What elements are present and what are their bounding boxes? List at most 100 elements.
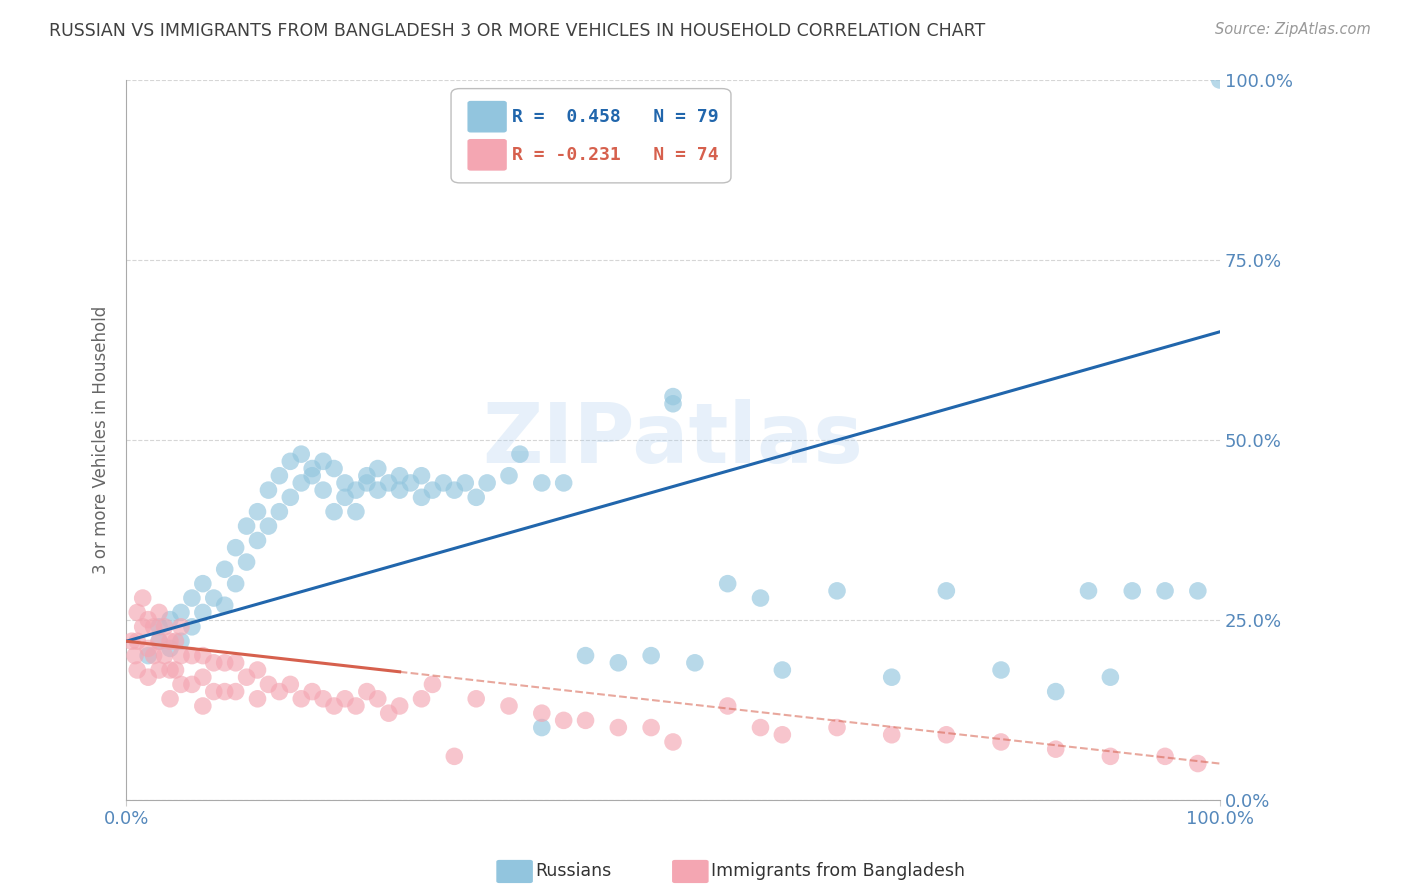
Point — [749, 591, 772, 605]
Point — [640, 721, 662, 735]
Point — [662, 390, 685, 404]
Point — [301, 461, 323, 475]
Point — [312, 483, 335, 497]
Point — [498, 698, 520, 713]
Point — [1045, 684, 1067, 698]
Point — [225, 576, 247, 591]
Point — [148, 620, 170, 634]
FancyBboxPatch shape — [467, 101, 506, 133]
Point — [159, 663, 181, 677]
Point — [607, 656, 630, 670]
Point — [269, 505, 291, 519]
Point — [388, 698, 411, 713]
Text: Russians: Russians — [536, 863, 612, 880]
Point — [148, 634, 170, 648]
Point — [770, 728, 793, 742]
Point — [683, 656, 706, 670]
Point — [142, 620, 165, 634]
Point — [180, 677, 202, 691]
Point — [333, 475, 356, 490]
Point — [235, 555, 257, 569]
Point — [278, 491, 301, 505]
Point — [214, 562, 236, 576]
Point — [880, 728, 903, 742]
Point — [153, 620, 176, 634]
Point — [290, 475, 312, 490]
Point — [553, 475, 575, 490]
Point — [191, 606, 214, 620]
Point — [749, 721, 772, 735]
Point — [475, 475, 498, 490]
Point — [202, 684, 225, 698]
Point — [170, 634, 193, 648]
Point — [356, 468, 378, 483]
Point — [432, 475, 454, 490]
Point — [235, 519, 257, 533]
Point — [214, 599, 236, 613]
Point — [170, 677, 193, 691]
Point — [422, 483, 444, 497]
Point — [278, 677, 301, 691]
Point — [388, 483, 411, 497]
Point — [257, 483, 280, 497]
Point — [443, 749, 465, 764]
Point — [1209, 73, 1232, 87]
Point — [377, 706, 399, 721]
Point — [159, 641, 181, 656]
Point — [257, 519, 280, 533]
Text: ZIPatlas: ZIPatlas — [482, 400, 863, 480]
Point — [607, 721, 630, 735]
Point — [333, 691, 356, 706]
Point — [880, 670, 903, 684]
Point — [422, 677, 444, 691]
Point — [574, 648, 596, 663]
Point — [825, 583, 848, 598]
Point — [509, 447, 531, 461]
Point — [191, 576, 214, 591]
Point — [214, 656, 236, 670]
Point — [1154, 749, 1177, 764]
Point — [990, 663, 1012, 677]
Point — [225, 656, 247, 670]
Point — [333, 491, 356, 505]
Point — [1099, 670, 1122, 684]
Point — [225, 541, 247, 555]
Text: R =  0.458   N = 79: R = 0.458 N = 79 — [512, 108, 718, 126]
Point — [246, 533, 269, 548]
Point — [717, 576, 740, 591]
Point — [180, 620, 202, 634]
Point — [717, 698, 740, 713]
Point — [136, 641, 159, 656]
Point — [191, 648, 214, 663]
Text: RUSSIAN VS IMMIGRANTS FROM BANGLADESH 3 OR MORE VEHICLES IN HOUSEHOLD CORRELATIO: RUSSIAN VS IMMIGRANTS FROM BANGLADESH 3 … — [49, 22, 986, 40]
Point — [246, 505, 269, 519]
Point — [411, 491, 433, 505]
Point — [148, 606, 170, 620]
Point — [344, 505, 367, 519]
Point — [165, 663, 187, 677]
Point — [191, 698, 214, 713]
Point — [1154, 583, 1177, 598]
Point — [367, 691, 389, 706]
Point — [214, 684, 236, 698]
Point — [131, 591, 153, 605]
Point — [1187, 756, 1209, 771]
Point — [142, 648, 165, 663]
Point — [170, 620, 193, 634]
Point — [165, 634, 187, 648]
Point — [148, 634, 170, 648]
Point — [290, 691, 312, 706]
Point — [170, 648, 193, 663]
Text: R = -0.231   N = 74: R = -0.231 N = 74 — [512, 145, 718, 164]
Point — [225, 684, 247, 698]
Point — [269, 468, 291, 483]
Point — [148, 663, 170, 677]
Point — [530, 706, 553, 721]
Point — [246, 663, 269, 677]
Text: Source: ZipAtlas.com: Source: ZipAtlas.com — [1215, 22, 1371, 37]
Point — [257, 677, 280, 691]
Point — [344, 483, 367, 497]
Point — [323, 461, 346, 475]
Point — [170, 606, 193, 620]
Point — [498, 468, 520, 483]
